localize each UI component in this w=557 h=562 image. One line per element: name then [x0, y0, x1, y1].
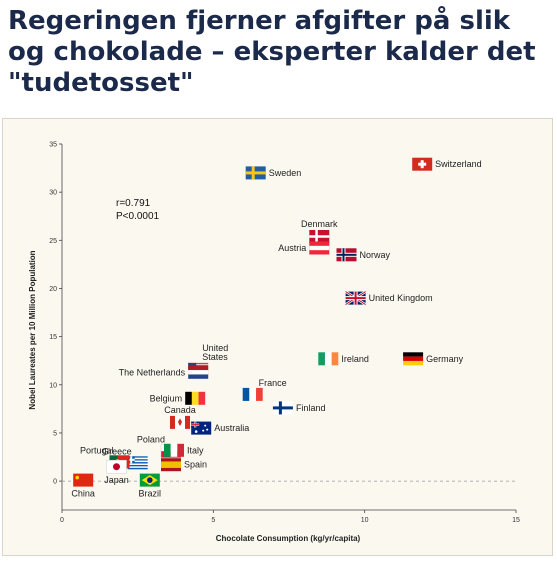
point-label: Finland — [296, 403, 326, 413]
point-label: Italy — [187, 445, 204, 455]
point-label: Japan — [104, 475, 129, 485]
point-label: Belgium — [150, 393, 183, 403]
flag-marker-belgium — [185, 391, 206, 405]
x-tick-label: 15 — [512, 517, 520, 524]
chart-axes: 0 5 10 15 20 25 30 35 0 5 10 15 — [49, 142, 520, 525]
point-label: Brazil — [139, 489, 162, 499]
point-label: Ireland — [341, 354, 369, 364]
point-label: Spain — [184, 460, 207, 470]
x-axis-title: Chocolate Consumption (kg/yr/capita) — [216, 534, 361, 543]
figure-frame — [2, 118, 553, 556]
flag-marker-australia — [191, 421, 212, 435]
point-label: Switzerland — [435, 159, 482, 169]
flag-marker-japan — [106, 459, 127, 474]
flag-marker-switzerland — [412, 157, 433, 171]
point-label: Germany — [426, 354, 464, 364]
point-label: Canada — [164, 405, 196, 415]
point-label: Portugal — [80, 445, 114, 455]
y-tick-label: 20 — [49, 286, 57, 293]
point-label: United Kingdom — [369, 293, 433, 303]
flag-marker-uk — [344, 290, 367, 306]
flag-marker-italy — [164, 443, 184, 457]
flag-marker-china — [73, 473, 94, 487]
point-label: Austria — [278, 243, 306, 253]
p-value-annotation: P<0.0001 — [116, 211, 160, 222]
point-label: Sweden — [269, 168, 302, 178]
point-label: France — [259, 378, 287, 388]
flag-marker-denmark — [309, 230, 330, 243]
point-label: China — [71, 489, 95, 499]
flag-marker-spain — [161, 458, 181, 472]
point-label: United States — [202, 343, 228, 362]
point-label: Australia — [214, 423, 249, 433]
x-tick-label: 10 — [361, 517, 369, 524]
y-tick-label: 30 — [49, 190, 57, 197]
flag-marker-canada — [170, 415, 190, 429]
x-tick-label: 0 — [60, 517, 64, 524]
flag-marker-norway — [336, 248, 357, 262]
point-label: Norway — [360, 250, 391, 260]
flag-marker-germany — [403, 352, 424, 366]
flag-marker-sweden — [245, 166, 266, 180]
flag-marker-finland — [272, 401, 293, 415]
point-label: Poland — [137, 435, 165, 445]
point-label: Denmark — [301, 219, 338, 229]
point-label: The Netherlands — [119, 367, 186, 377]
point-label: Greece — [102, 446, 132, 456]
flag-marker-austria — [309, 241, 330, 255]
y-tick-label: 5 — [53, 430, 57, 437]
y-tick-label: 10 — [49, 382, 57, 389]
chart-marks: Sweden Switzerland Denmark Austria Norway Uni… — [71, 157, 482, 499]
article-headline: Regeringen fjerner afgifter på slik og c… — [8, 6, 536, 98]
y-tick-label: 35 — [49, 142, 57, 149]
flag-marker-ireland — [318, 352, 339, 366]
flag-marker-brazil — [139, 473, 160, 487]
flag-marker-greece — [127, 456, 148, 470]
y-tick-label: 15 — [49, 334, 57, 341]
y-axis-title: Nobel Laureates per 10 Million Populatio… — [28, 250, 37, 409]
y-tick-label: 0 — [53, 479, 57, 486]
flag-marker-netherlands — [188, 365, 209, 379]
correlation-annotation: r=0.791 — [116, 198, 151, 209]
x-tick-label: 5 — [211, 517, 215, 524]
flag-marker-france — [242, 387, 263, 401]
y-tick-label: 25 — [49, 238, 57, 245]
